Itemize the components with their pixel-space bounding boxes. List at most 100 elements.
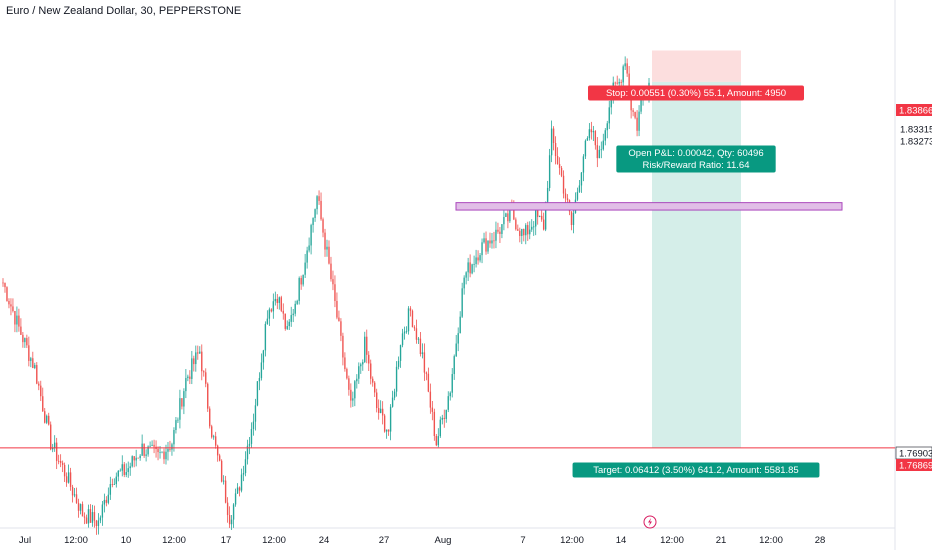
candle <box>161 451 163 454</box>
candle <box>189 370 191 385</box>
candle-body <box>272 301 275 312</box>
candle <box>491 232 493 249</box>
candle <box>59 454 62 468</box>
x-tick-label: 12:00 <box>262 535 286 546</box>
candle <box>18 308 20 332</box>
candle-body <box>46 415 48 423</box>
resistance-zone[interactable] <box>455 202 843 211</box>
candle <box>405 326 408 334</box>
candle-body <box>131 456 133 467</box>
candle-body <box>364 336 366 363</box>
candle <box>387 429 390 436</box>
candle-body <box>501 224 503 234</box>
candle <box>117 470 119 482</box>
candle-body <box>238 487 241 491</box>
candle <box>69 467 72 491</box>
candle <box>592 125 595 141</box>
take-profit-zone[interactable] <box>652 81 741 448</box>
candle <box>427 367 430 393</box>
candle-body <box>40 385 42 397</box>
candle-body <box>157 448 159 453</box>
candle-body <box>415 328 418 340</box>
candle-body <box>533 226 535 228</box>
candle <box>244 451 247 477</box>
candle-body <box>16 315 18 325</box>
candle <box>107 487 110 505</box>
candle-body <box>139 455 141 459</box>
candle-body <box>483 238 485 243</box>
candle <box>232 503 235 528</box>
stop-loss-zone[interactable] <box>652 50 741 82</box>
candle <box>288 318 290 330</box>
candle-body <box>266 318 269 324</box>
candle-body <box>469 262 471 274</box>
candle-body <box>145 454 147 456</box>
candle-body <box>441 417 443 420</box>
candle <box>155 440 157 458</box>
candle-body <box>147 446 149 455</box>
candle-body <box>79 504 82 511</box>
candle <box>598 145 601 159</box>
candle-body <box>427 373 430 392</box>
candle <box>216 444 219 462</box>
candle <box>562 170 565 199</box>
chart-title: Euro / New Zealand Dollar, 30, PEPPERSTO… <box>6 5 242 17</box>
candle-body <box>495 229 497 241</box>
candle <box>445 409 447 423</box>
candle-body <box>242 473 245 475</box>
candle-body <box>51 447 54 450</box>
lightning-icon[interactable] <box>643 515 657 529</box>
candle-body <box>401 333 404 346</box>
candle-body <box>81 504 84 517</box>
candle <box>119 468 121 472</box>
candle-body <box>280 297 282 311</box>
candle-body <box>544 201 547 230</box>
candle-body <box>203 371 205 373</box>
candle <box>195 345 197 372</box>
candle <box>529 221 531 240</box>
pnl-label-text: Open P&L: 0.00042, Qty: 60496 <box>628 148 763 159</box>
candle-body <box>582 156 585 173</box>
candle <box>483 232 485 244</box>
candle-body <box>620 82 622 83</box>
candle-body <box>109 484 112 495</box>
candle-body <box>20 326 22 335</box>
candle-body <box>63 464 66 477</box>
candle-body <box>256 381 259 406</box>
candle-body <box>618 82 620 84</box>
candle-body <box>632 110 634 112</box>
candle <box>407 306 410 335</box>
candle-body <box>423 352 426 373</box>
candle-body <box>179 398 181 420</box>
price-tag-label: 1.76903 <box>899 449 932 460</box>
candle-body <box>312 218 314 226</box>
candle-body <box>296 300 298 304</box>
candle <box>304 253 306 278</box>
candle <box>479 253 481 263</box>
candle-body <box>366 336 368 355</box>
candle <box>236 483 239 495</box>
candle-body <box>509 208 511 222</box>
candle-body <box>218 455 221 461</box>
candle-body <box>407 308 410 332</box>
candle <box>477 250 479 265</box>
candle-body <box>608 107 610 124</box>
candle-body <box>316 196 318 210</box>
candle-body <box>457 333 459 344</box>
candle-body <box>135 457 137 461</box>
candle <box>401 328 404 348</box>
candle-body <box>552 128 555 143</box>
candle-body <box>358 366 360 379</box>
candle-body <box>89 509 92 523</box>
candle <box>294 300 296 317</box>
candle <box>340 318 342 342</box>
candle-body <box>348 378 350 390</box>
candle-body <box>226 502 229 516</box>
candle <box>85 514 88 524</box>
candle-body <box>53 442 56 448</box>
candle-body <box>18 315 20 327</box>
candle <box>487 240 489 254</box>
candle-body <box>596 145 599 159</box>
candle-body <box>513 208 515 220</box>
